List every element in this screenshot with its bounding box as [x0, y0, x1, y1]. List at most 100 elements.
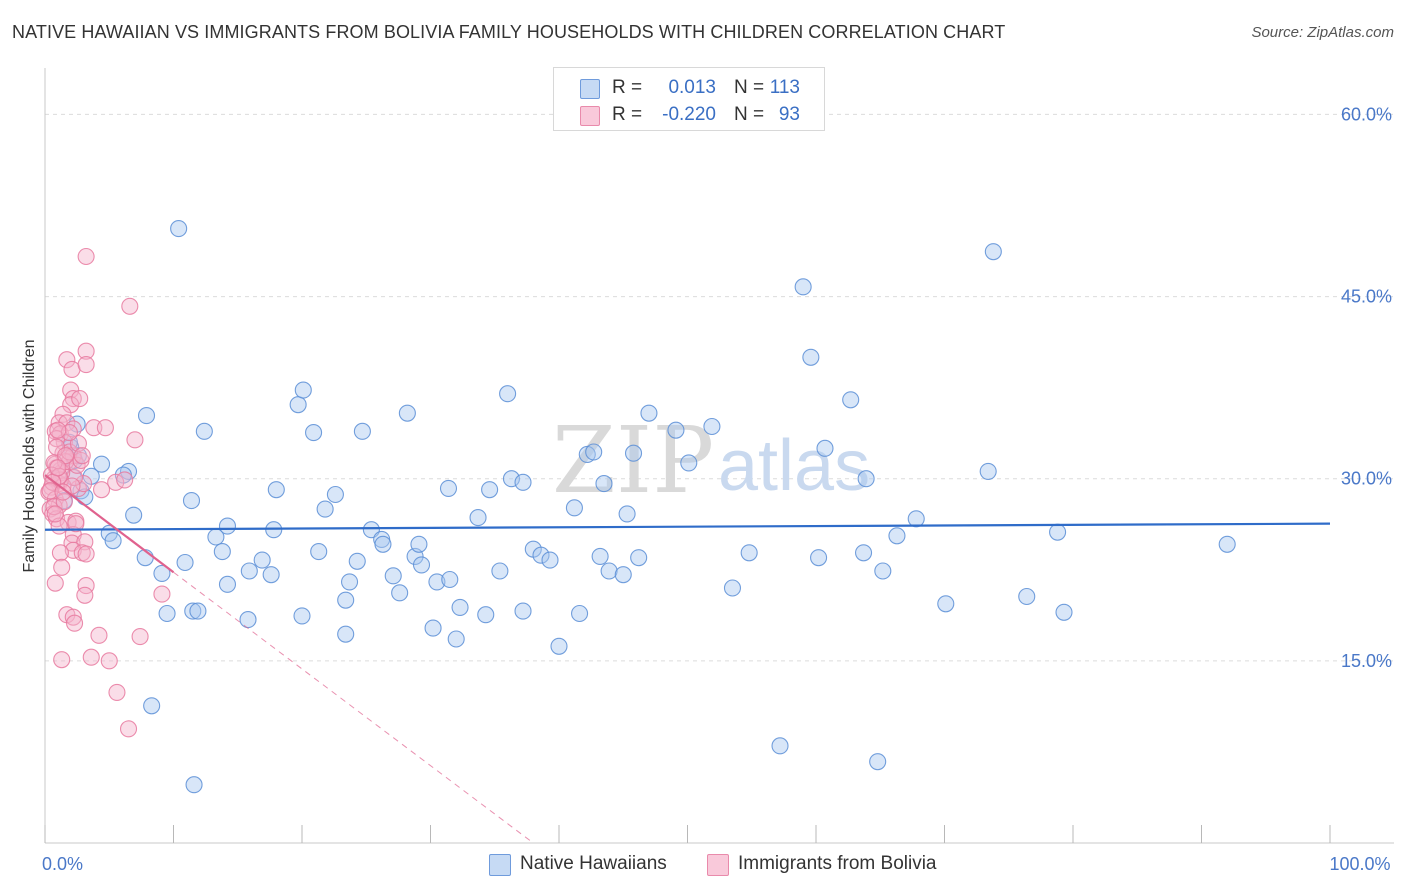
point-native-hawaiian — [326, 485, 344, 504]
point-native-hawaiian — [143, 697, 161, 715]
point-native-hawaiian — [384, 567, 402, 585]
y-tick-label: 45.0% — [1341, 287, 1392, 307]
point-native-hawaiian — [740, 544, 758, 562]
point-bolivia — [51, 544, 69, 562]
point-bolivia — [71, 390, 89, 408]
y-axis-label: Family Households with Children — [21, 340, 38, 573]
point-native-hawaiian — [857, 470, 875, 488]
legend-label: Native Hawaiians — [520, 853, 667, 874]
point-bolivia — [126, 431, 144, 449]
point-native-hawaiian — [703, 417, 721, 436]
point-native-hawaiian — [185, 776, 203, 794]
point-bolivia — [49, 421, 67, 439]
point-bolivia — [53, 558, 71, 576]
point-bolivia — [119, 720, 138, 738]
point-native-hawaiian — [337, 625, 355, 643]
point-native-hawaiian — [802, 348, 820, 366]
point-native-hawaiian — [104, 532, 122, 550]
trend-line-native-hawaiians — [44, 522, 1331, 531]
point-native-hawaiian — [541, 551, 559, 569]
point-bolivia — [96, 419, 114, 437]
point-native-hawaiian — [441, 570, 459, 589]
point-bolivia — [63, 360, 81, 378]
point-native-hawaiian — [979, 462, 997, 480]
point-bolivia — [77, 545, 95, 563]
x-tick-label: 100.0% — [1329, 854, 1390, 874]
point-bolivia — [108, 683, 126, 701]
point-native-hawaiian — [262, 566, 280, 584]
point-native-hawaiian — [874, 562, 892, 580]
legend-swatch-pink — [707, 854, 729, 876]
point-native-hawaiian — [630, 549, 648, 567]
point-bolivia — [46, 505, 64, 523]
point-native-hawaiian — [469, 509, 487, 527]
point-bolivia — [57, 447, 75, 465]
point-bolivia — [77, 247, 95, 266]
stats-n-value: 93 — [778, 104, 800, 125]
point-native-hawaiian — [595, 475, 613, 493]
stats-n-value: 113 — [769, 77, 800, 98]
point-native-hawaiian — [499, 385, 517, 403]
point-bolivia — [53, 651, 71, 669]
point-native-hawaiian — [532, 546, 550, 564]
point-native-hawaiian — [428, 573, 446, 591]
legend-swatch-blue — [489, 854, 511, 876]
y-tick-label: 60.0% — [1341, 104, 1392, 124]
point-bolivia — [41, 482, 59, 500]
stats-r-label: R = — [612, 104, 643, 125]
point-native-hawaiian — [571, 604, 589, 623]
point-native-hawaiian — [1218, 535, 1236, 553]
point-native-hawaiian — [195, 422, 213, 440]
point-native-hawaiian — [398, 404, 416, 422]
point-native-hawaiian — [424, 619, 442, 637]
point-native-hawaiian — [514, 473, 532, 491]
point-native-hawaiian — [869, 753, 887, 771]
stats-box: R = 0.013 N = 113 R = -0.220 N = 93 — [553, 67, 825, 131]
point-native-hawaiian — [550, 637, 568, 655]
point-native-hawaiian — [184, 602, 202, 620]
source-credit: Source: ZipAtlas.com — [1251, 24, 1394, 41]
point-bolivia — [46, 574, 64, 592]
point-native-hawaiian — [253, 551, 271, 569]
point-native-hawaiian — [810, 549, 828, 567]
point-native-hawaiian — [667, 421, 685, 439]
point-native-hawaiian — [412, 556, 431, 574]
point-native-hawaiian — [176, 553, 194, 572]
stats-row-bolivia: R = -0.220 N = 93 — [554, 102, 824, 128]
point-native-hawaiian — [158, 604, 176, 623]
point-bolivia — [121, 297, 139, 315]
point-native-hawaiian — [170, 220, 188, 238]
point-bolivia — [49, 459, 67, 477]
point-native-hawaiian — [680, 454, 698, 472]
point-native-hawaiian — [451, 598, 469, 616]
x-tick-label: 0.0% — [42, 854, 83, 874]
point-native-hawaiian — [565, 499, 583, 517]
point-native-hawaiian — [481, 481, 499, 499]
point-bolivia — [73, 447, 91, 465]
point-native-hawaiian — [213, 543, 231, 561]
point-bolivia — [67, 515, 85, 533]
stats-n-label: N = — [734, 77, 765, 98]
watermark: ZIP atlas — [552, 407, 870, 514]
stats-swatch-blue — [580, 79, 600, 99]
point-bolivia — [85, 419, 103, 437]
point-native-hawaiian — [600, 562, 618, 580]
point-native-hawaiian — [348, 552, 366, 570]
point-native-hawaiian — [771, 737, 789, 755]
point-bolivia — [76, 586, 94, 604]
point-native-hawaiian — [723, 579, 742, 597]
y-tick-label: 15.0% — [1341, 651, 1392, 671]
point-native-hawaiian — [439, 479, 458, 497]
point-native-hawaiian — [337, 591, 355, 609]
point-native-hawaiian — [984, 243, 1002, 261]
point-native-hawaiian — [447, 630, 465, 648]
watermark-zip: ZIP — [552, 407, 714, 514]
stats-row-native-hawaiians: R = 0.013 N = 113 — [554, 75, 824, 101]
stats-r-value: -0.220 — [662, 104, 716, 125]
point-native-hawaiian — [374, 535, 392, 553]
point-native-hawaiian — [585, 443, 603, 461]
point-bolivia — [77, 342, 95, 360]
point-native-hawaiian — [125, 506, 143, 524]
point-native-hawaiian — [391, 584, 409, 602]
y-tick-label: 30.0% — [1341, 469, 1392, 489]
